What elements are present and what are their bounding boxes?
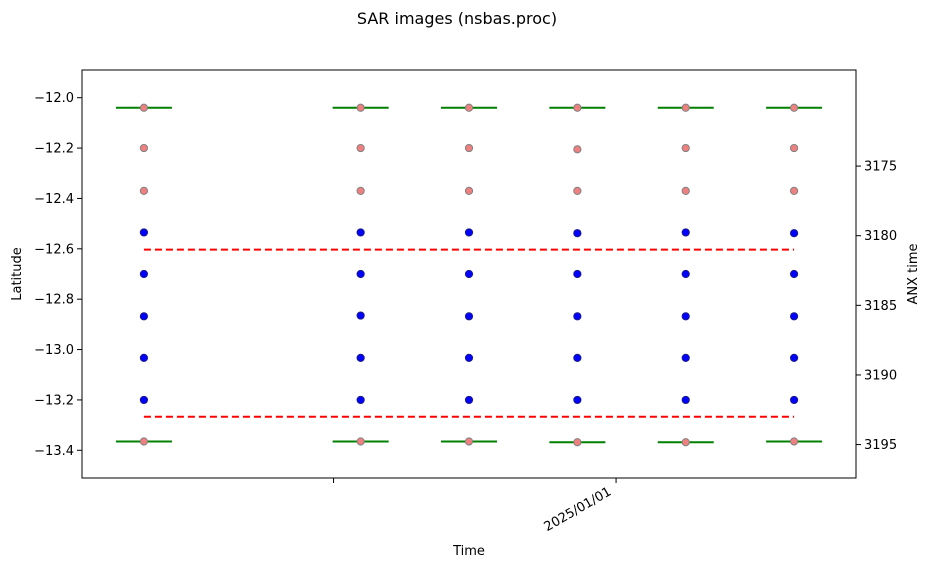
y-tick-label: −12.8 bbox=[34, 293, 74, 308]
blue-point bbox=[681, 228, 690, 237]
salmon-point bbox=[139, 143, 149, 153]
y2-tick-label: 3195 bbox=[864, 438, 897, 453]
salmon-point bbox=[681, 103, 690, 112]
blue-point bbox=[356, 353, 365, 362]
salmon-point bbox=[139, 437, 149, 446]
y2-tick-label: 3185 bbox=[864, 299, 897, 314]
salmon-point bbox=[681, 438, 690, 447]
blue-point bbox=[139, 395, 149, 405]
y2-axis-label: ANX time bbox=[906, 243, 921, 304]
blue-point bbox=[356, 269, 365, 279]
blue-point bbox=[789, 353, 799, 362]
salmon-point bbox=[573, 186, 582, 195]
blue-point bbox=[573, 395, 582, 405]
blue-point bbox=[681, 269, 690, 279]
y-tick-label: −13.2 bbox=[34, 393, 74, 408]
y-tick-label: −12.2 bbox=[34, 142, 74, 157]
salmon-point bbox=[573, 103, 582, 112]
salmon-point bbox=[139, 103, 149, 112]
blue-point bbox=[464, 353, 474, 362]
salmon-point bbox=[139, 186, 149, 195]
blue-point bbox=[681, 312, 690, 321]
blue-point bbox=[573, 269, 582, 279]
blue-point bbox=[573, 353, 582, 362]
y2-axis: 3175 3180 3185 3190 3195 bbox=[856, 160, 897, 453]
salmon-point bbox=[789, 103, 799, 112]
salmon-point bbox=[464, 103, 474, 112]
salmon-point bbox=[573, 438, 582, 447]
salmon-point bbox=[573, 145, 582, 154]
salmon-point bbox=[681, 186, 690, 195]
blue-point bbox=[789, 312, 799, 321]
blue-point bbox=[139, 228, 149, 237]
y2-tick-label: 3190 bbox=[864, 368, 897, 383]
salmon-point bbox=[789, 437, 799, 446]
blue-point bbox=[356, 311, 365, 320]
blue-point bbox=[681, 395, 690, 405]
blue-point bbox=[789, 229, 799, 238]
blue-point bbox=[464, 395, 474, 405]
y-tick-label: −13.4 bbox=[34, 444, 74, 459]
blue-point bbox=[139, 312, 149, 321]
blue-point bbox=[464, 269, 474, 279]
plot-area bbox=[115, 103, 823, 447]
salmon-point bbox=[464, 143, 474, 153]
salmon-point bbox=[681, 143, 690, 153]
y-tick-label: −13.0 bbox=[34, 343, 74, 358]
blue-point bbox=[789, 269, 799, 279]
blue-point bbox=[573, 312, 582, 321]
plot-frame bbox=[81, 69, 857, 479]
salmon-point bbox=[464, 186, 474, 195]
blue-point bbox=[464, 228, 474, 237]
blue-point bbox=[356, 228, 365, 237]
salmon-point bbox=[789, 143, 799, 153]
blue-point bbox=[464, 312, 474, 321]
blue-point bbox=[681, 353, 690, 362]
blue-point bbox=[573, 229, 582, 238]
y-tick-label: −12.6 bbox=[34, 242, 74, 257]
blue-point bbox=[139, 269, 149, 279]
salmon-point bbox=[356, 437, 365, 446]
x-axis-label: Time bbox=[452, 544, 485, 559]
y-tick-label: −12.0 bbox=[34, 91, 74, 106]
y-tick-label: −12.4 bbox=[34, 192, 74, 207]
x-axis: 2025/01/01 bbox=[333, 478, 617, 535]
blue-point bbox=[789, 395, 799, 405]
y-axis-label: Latitude bbox=[10, 247, 25, 301]
salmon-point bbox=[356, 186, 365, 195]
salmon-point bbox=[789, 186, 799, 195]
y2-tick-label: 3180 bbox=[864, 229, 897, 244]
chart-title: SAR images (nsbas.proc) bbox=[357, 9, 557, 28]
salmon-point bbox=[356, 143, 365, 153]
salmon-point bbox=[464, 437, 474, 446]
x-tick-label: 2025/01/01 bbox=[542, 484, 614, 534]
y2-tick-label: 3175 bbox=[864, 160, 897, 175]
y-axis: −12.0 −12.2 −12.4 −12.6 −12.8 −13.0 −13.2 −13.4 bbox=[34, 91, 82, 459]
blue-point bbox=[139, 353, 149, 362]
salmon-point bbox=[356, 103, 365, 112]
blue-point bbox=[356, 395, 365, 405]
